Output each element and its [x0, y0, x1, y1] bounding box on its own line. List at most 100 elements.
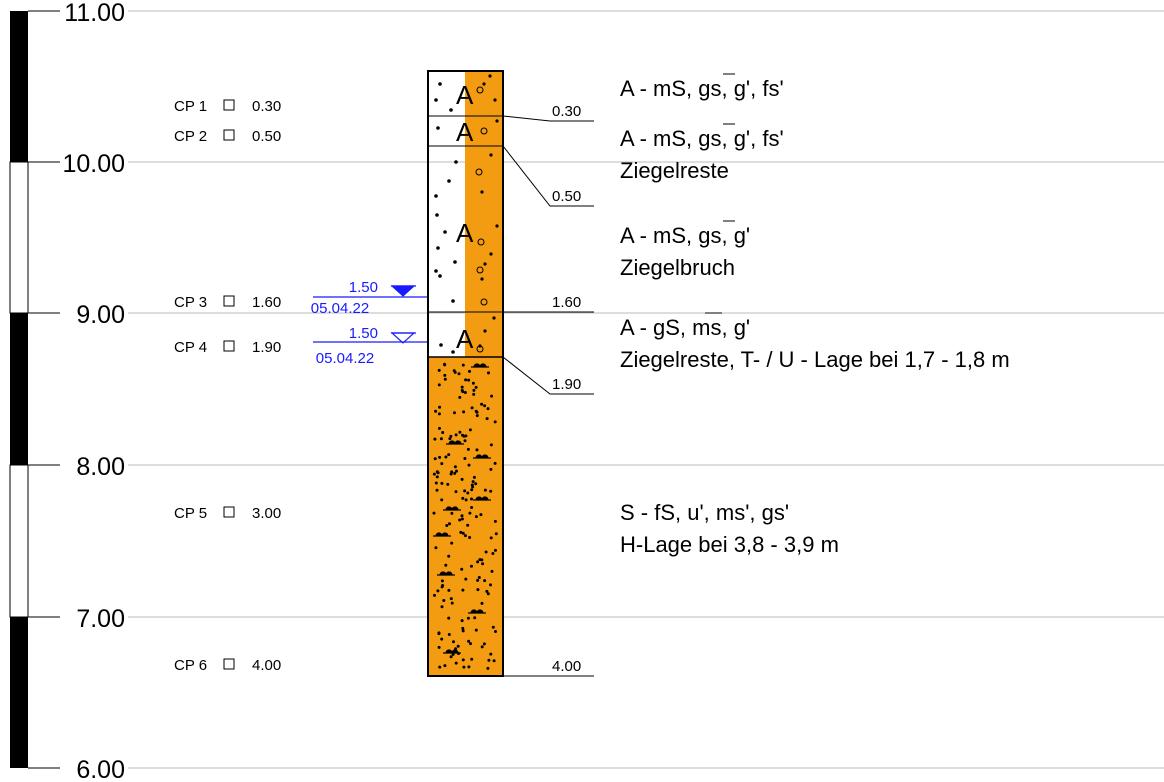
pattern-dot — [468, 428, 472, 432]
pattern-dot — [454, 661, 458, 665]
pattern-dot — [433, 437, 437, 441]
pattern-dot — [480, 645, 484, 649]
pattern-dot — [443, 377, 447, 381]
pattern-dot — [485, 589, 489, 593]
water-level-labels: 1.50 05.04.22 1.50 05.04.22 — [311, 279, 378, 367]
elevation-label: 7.00 — [76, 605, 125, 633]
pattern-dot — [474, 409, 478, 413]
layer-description: Ziegelreste, T- / U - Lage bei 1,7 - 1,8… — [620, 347, 1010, 372]
elevation-label: 11.00 — [64, 0, 125, 27]
pattern-dot — [454, 490, 458, 494]
pattern-dot — [448, 522, 451, 526]
pattern-dot — [480, 190, 484, 194]
pattern-dot — [457, 372, 461, 376]
pattern-pebble — [476, 86, 484, 94]
pattern-dot — [494, 532, 498, 536]
layer-description: Ziegelreste — [620, 158, 729, 183]
scale-segment — [9, 464, 29, 618]
pattern-humus — [443, 506, 461, 511]
pattern-dot — [482, 642, 486, 646]
layer-symbol: A — [456, 324, 474, 354]
pattern-dot — [445, 524, 449, 527]
pattern-dot — [472, 475, 476, 479]
pattern-dot — [436, 246, 440, 250]
pattern-dot — [486, 666, 490, 670]
svg-text:CP 4: CP 4 — [174, 339, 207, 356]
pattern-dot — [433, 457, 437, 461]
pattern-dot — [467, 463, 471, 467]
pattern-dot — [485, 417, 489, 421]
layer-symbol: A — [456, 80, 474, 110]
pattern-dot — [452, 640, 455, 644]
pattern-dot — [489, 252, 493, 256]
layer-symbol: A — [456, 218, 474, 248]
pattern-dot — [454, 433, 458, 437]
pattern-dot — [461, 363, 465, 367]
pattern-dot — [441, 584, 445, 587]
pattern-dot — [435, 470, 439, 474]
sample-box-icon — [223, 99, 235, 111]
pattern-dot — [433, 593, 436, 597]
pattern-dot — [460, 385, 464, 389]
pattern-dot — [470, 406, 474, 410]
pattern-dot — [470, 564, 473, 568]
svg-text:CP 6: CP 6 — [174, 657, 207, 674]
depth-markers — [502, 115, 594, 677]
pattern-dot — [489, 583, 492, 587]
pattern-dot — [467, 665, 471, 669]
pattern-dot — [490, 394, 494, 398]
pattern-dot — [434, 98, 438, 102]
pattern-dot — [466, 616, 470, 620]
pattern-dot — [460, 388, 464, 392]
pattern-dot — [481, 562, 485, 566]
pattern-dot — [484, 550, 488, 554]
pattern-dot — [438, 426, 441, 430]
pattern-dot — [440, 481, 444, 485]
pattern-dot — [463, 489, 467, 493]
scale-segment — [10, 313, 28, 465]
borehole-column: A A A A — [427, 70, 504, 677]
pattern-dot — [479, 513, 483, 517]
pattern-dot — [468, 511, 472, 515]
pattern-dot — [444, 455, 448, 459]
pattern-dot — [449, 655, 453, 659]
pattern-dot — [434, 409, 438, 413]
water-level-triangle-icon — [390, 285, 416, 297]
svg-text:1.90: 1.90 — [552, 376, 581, 393]
pattern-dot — [437, 368, 441, 372]
pattern-dot — [464, 378, 468, 382]
svg-text:4.00: 4.00 — [252, 657, 281, 674]
pattern-dot — [461, 588, 465, 592]
scale-segment — [9, 161, 29, 314]
pattern-dot — [440, 462, 444, 466]
pattern-dot — [439, 343, 443, 347]
pattern-dot — [483, 488, 487, 492]
pattern-dot — [450, 601, 454, 605]
pattern-dot — [437, 645, 441, 649]
scale-segment — [10, 11, 28, 162]
pattern-dot — [436, 126, 440, 130]
pattern-dot — [493, 461, 497, 465]
pattern-dot — [474, 515, 478, 519]
pattern-dot — [495, 119, 499, 123]
pattern-dot — [483, 329, 487, 333]
pattern-dot — [489, 443, 493, 447]
svg-text:1.90: 1.90 — [252, 339, 281, 356]
layer-fill-sand-orange — [428, 357, 503, 676]
pattern-dot — [488, 74, 492, 78]
svg-text:1.60: 1.60 — [552, 294, 581, 311]
pattern-dot — [443, 230, 447, 234]
pattern-dot — [453, 465, 457, 469]
svg-text:CP 3: CP 3 — [174, 294, 207, 311]
layer-description: A - mS, gs, g' — [620, 223, 750, 248]
water-level-2 — [313, 332, 428, 344]
pattern-humus — [437, 571, 455, 576]
pattern-dot — [447, 554, 451, 558]
pattern-dot — [449, 108, 453, 112]
pattern-pebble — [476, 266, 484, 274]
layer-fill-anthropogenic-orange — [465, 71, 503, 357]
pattern-dot — [460, 514, 464, 518]
pattern-dot — [461, 629, 465, 633]
pattern-dot — [472, 388, 476, 392]
sample-cp3: CP 3 1.60 — [174, 294, 281, 311]
